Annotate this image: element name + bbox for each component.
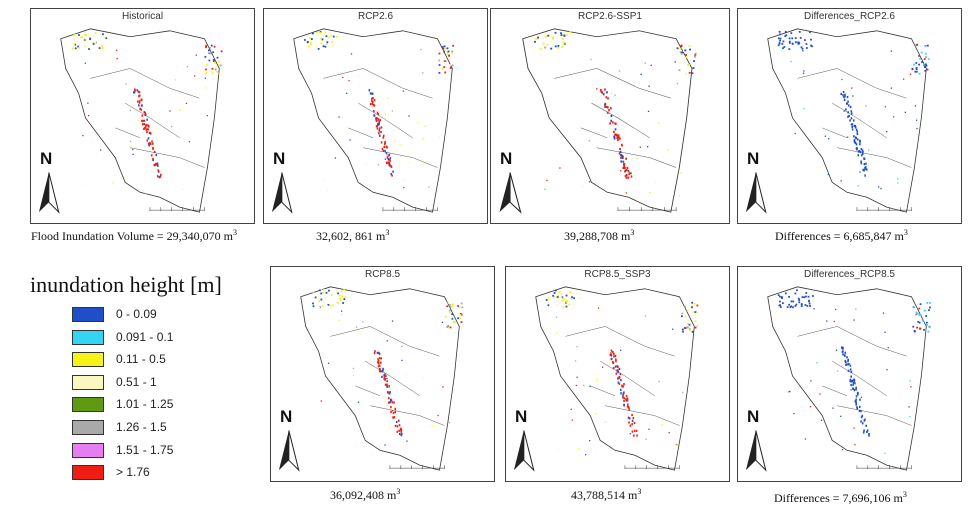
- legend-label: 0.51 - 1: [116, 374, 157, 389]
- map-panel-diff-rcp85: Differences_RCP8.5 N: [737, 266, 962, 482]
- north-arrow-icon: [278, 430, 300, 472]
- panel-title: RCP8.5_SSP3: [584, 269, 651, 280]
- north-arrow-icon: [499, 172, 522, 214]
- legend-label: > 1.76: [116, 465, 150, 480]
- panel-title: Differences_RCP2.6: [804, 11, 895, 22]
- north-label: N: [40, 149, 53, 168]
- volume-label-historical: Flood Inundation Volume = 29,340,070 m3: [31, 228, 237, 243]
- north-arrow-icon: [38, 172, 60, 214]
- map-panel-rcp26: RCP2.6 N: [263, 8, 488, 224]
- north-arrow-icon: [745, 430, 767, 472]
- region-boundary: [300, 286, 460, 471]
- map-panel-rcp26-ssp1: RCP2.6-SSP1 N: [490, 8, 730, 224]
- volume-label-diff-rcp85: Differences = 7,696,106 m3: [774, 490, 907, 505]
- legend-label: 0.11 - 0.5: [116, 352, 166, 367]
- panel-title: RCP2.6-SSP1: [578, 11, 642, 22]
- map-canvas: [38, 28, 223, 214]
- map-panel-historical: Historical N: [30, 8, 255, 224]
- legend-label: 1.26 - 1.5: [116, 419, 167, 434]
- district-boundaries: [90, 68, 205, 168]
- north-arrow-icon: [271, 172, 293, 214]
- map-canvas: [271, 28, 455, 214]
- region-boundary: [60, 28, 220, 213]
- legend-swatch: [72, 307, 104, 322]
- map-canvas: [278, 286, 464, 472]
- north-label: N: [273, 149, 286, 168]
- legend-swatch: [72, 397, 104, 413]
- map-canvas: [745, 28, 930, 214]
- map-panel-rcp85-ssp3: RCP8.5_SSP3 N: [505, 266, 730, 482]
- legend-label: 1.01 - 1.25: [116, 397, 174, 412]
- region-boundary: [767, 28, 927, 213]
- panel-title: RCP2.6: [357, 11, 393, 22]
- legend-swatch: [72, 329, 104, 345]
- map-panel-diff-rcp26: Differences_RCP2.6 N: [737, 8, 962, 224]
- panel-title: Differences_RCP8.5: [804, 269, 895, 280]
- legend-label: 0.091 - 0.1: [116, 329, 174, 344]
- scale-bar: [856, 207, 912, 212]
- legend-swatch: [72, 352, 104, 368]
- legend-swatch: [72, 465, 104, 481]
- north-arrow-icon: [745, 172, 767, 214]
- volume-label-rcp26-ssp1: 39,288,708 m3: [564, 228, 635, 243]
- scale-bar: [382, 207, 438, 212]
- region-boundary: [535, 286, 695, 471]
- scale-bar: [149, 207, 205, 212]
- volume-label-rcp26: 32,602, 861 m3: [316, 228, 390, 243]
- map-canvas: [499, 28, 697, 214]
- volume-label-rcp85-ssp3: 43,788,514 m3: [571, 487, 642, 502]
- north-label: N: [515, 407, 528, 426]
- region-boundary: [522, 28, 693, 213]
- volume-label-rcp85: 36,092,408 m3: [330, 487, 401, 502]
- legend-label: 1.51 - 1.75: [116, 442, 174, 457]
- scale-bar: [856, 465, 912, 470]
- map-canvas: [513, 286, 699, 472]
- legend-swatch: [72, 419, 104, 435]
- north-label: N: [500, 149, 513, 168]
- district-boundaries: [797, 326, 912, 426]
- scale-bar: [624, 465, 680, 470]
- legend-label: 0 - 0.09: [116, 307, 157, 321]
- north-arrow-icon: [513, 430, 535, 472]
- north-label: N: [280, 407, 293, 426]
- north-label: N: [747, 407, 760, 426]
- scale-bar: [389, 465, 445, 470]
- map-panel-rcp85: RCP8.5 N: [270, 266, 495, 482]
- legend-swatch: [72, 442, 104, 458]
- panel-title: RCP8.5: [364, 269, 400, 280]
- region-boundary: [767, 286, 927, 471]
- legend-swatch: [72, 374, 104, 390]
- scale-bar: [617, 207, 677, 212]
- district-boundaries: [797, 68, 912, 168]
- district-boundaries: [565, 326, 680, 426]
- panel-title: Historical: [121, 11, 164, 22]
- district-boundaries: [330, 326, 445, 426]
- north-label: N: [747, 149, 760, 168]
- district-boundaries: [554, 68, 677, 168]
- legend-title: inundation height [m]: [30, 272, 222, 297]
- map-canvas: [745, 286, 931, 472]
- district-boundaries: [323, 68, 438, 168]
- volume-label-diff-rcp26: Differences = 6,685,847 m3: [775, 228, 908, 243]
- region-boundary: [293, 28, 453, 213]
